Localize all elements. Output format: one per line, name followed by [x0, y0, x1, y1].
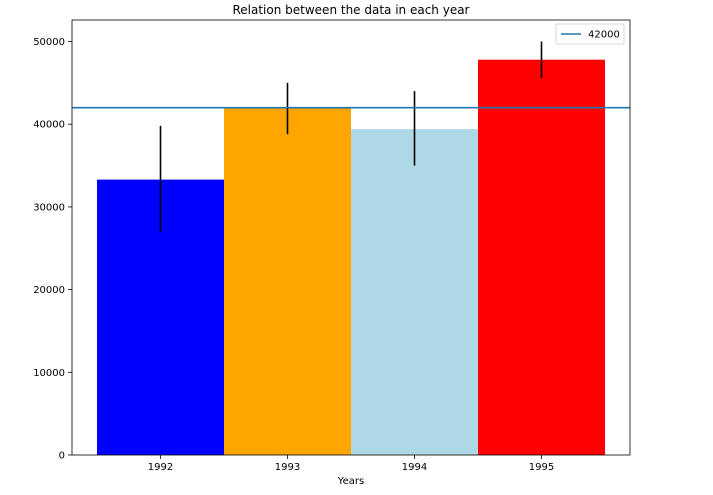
chart-title: Relation between the data in each year [232, 3, 469, 17]
x-tick-label: 1995 [529, 462, 554, 473]
y-tick-label: 50000 [33, 37, 65, 48]
x-tick-label: 1994 [402, 462, 427, 473]
legend: 42000 [555, 23, 625, 45]
y-tick-label: 0 [59, 451, 65, 462]
y-tick-label: 30000 [33, 202, 65, 213]
bar-1995 [478, 59, 605, 456]
plot-area: 0 10000 20000 30000 40000 50000 1992 1993 1994 19… [33, 19, 631, 473]
y-tick-label: 10000 [33, 368, 65, 379]
x-tick-label: 1992 [148, 462, 173, 473]
bar-1994 [351, 129, 478, 455]
y-tick-label: 20000 [33, 285, 65, 296]
x-axis-label: Years [337, 476, 364, 487]
legend-label: 42000 [588, 30, 620, 41]
legend-box [555, 23, 625, 45]
bar-1993 [224, 107, 351, 456]
y-tick-label: 40000 [33, 120, 65, 131]
x-tick-label: 1993 [275, 462, 300, 473]
axes-frame [71, 19, 631, 456]
